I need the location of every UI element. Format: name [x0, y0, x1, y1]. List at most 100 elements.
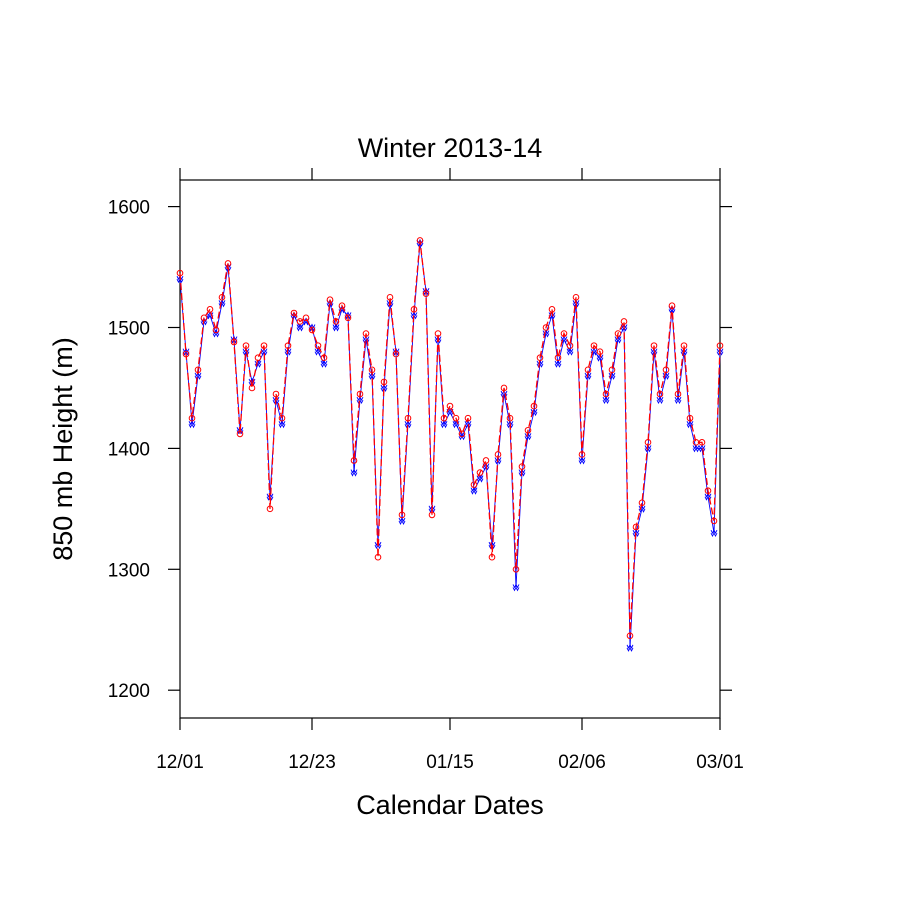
point-marker — [566, 347, 574, 356]
x-tick-label: 03/01 — [696, 752, 744, 773]
point-marker — [440, 420, 448, 429]
point-marker — [482, 457, 490, 464]
point-marker — [176, 269, 184, 277]
point-marker — [338, 302, 346, 310]
point-marker — [578, 451, 586, 458]
point-marker — [710, 517, 718, 525]
point-marker — [230, 338, 238, 346]
point-marker — [410, 306, 418, 313]
point-marker — [602, 396, 610, 405]
point-marker — [398, 516, 406, 525]
point-marker — [302, 314, 310, 322]
x-tick-label: 12/01 — [156, 752, 204, 773]
point-marker — [224, 260, 232, 267]
y-tick-label: 1200 — [108, 681, 150, 702]
point-marker — [590, 342, 598, 349]
y-tick-label: 1400 — [108, 439, 150, 460]
point-marker — [710, 529, 718, 538]
point-marker — [446, 402, 454, 410]
point-marker — [578, 456, 586, 465]
point-marker — [602, 390, 610, 398]
x-tick-label: 12/23 — [288, 752, 336, 773]
point-marker — [536, 354, 544, 362]
point-marker — [218, 293, 226, 301]
point-marker — [488, 541, 496, 550]
point-marker — [440, 414, 448, 422]
point-marker — [596, 348, 604, 355]
point-marker — [494, 451, 502, 458]
point-marker — [254, 354, 262, 362]
series-line — [179, 240, 721, 636]
point-marker — [704, 487, 712, 495]
point-marker — [500, 384, 508, 392]
point-marker — [632, 523, 640, 531]
point-marker — [374, 553, 382, 561]
point-marker — [656, 396, 664, 405]
point-marker — [278, 420, 286, 429]
point-marker — [650, 342, 658, 349]
point-marker — [554, 359, 562, 368]
point-marker — [716, 342, 724, 349]
point-marker — [626, 632, 634, 640]
point-marker — [188, 414, 196, 422]
point-marker — [584, 366, 592, 374]
point-marker — [464, 414, 472, 422]
point-marker — [644, 439, 652, 446]
point-marker — [470, 486, 478, 495]
point-marker — [626, 643, 634, 652]
plot-frame — [179, 179, 721, 719]
chart-title: Winter 2013-14 — [358, 133, 543, 163]
point-marker — [674, 396, 682, 405]
point-marker — [242, 342, 250, 349]
point-marker — [350, 468, 358, 477]
point-marker — [416, 237, 424, 244]
point-marker — [308, 326, 316, 334]
point-marker — [524, 426, 532, 434]
y-tick-label: 1500 — [108, 318, 150, 339]
point-marker — [266, 505, 274, 513]
point-marker — [548, 306, 556, 313]
point-marker — [284, 342, 292, 349]
point-marker — [404, 414, 412, 422]
point-marker — [542, 324, 550, 331]
point-marker — [212, 326, 220, 334]
point-marker — [554, 354, 562, 362]
point-marker — [344, 314, 352, 322]
point-marker — [680, 342, 688, 349]
point-marker — [512, 565, 520, 573]
point-marker — [656, 390, 664, 398]
point-marker — [518, 463, 526, 470]
point-marker — [314, 342, 322, 349]
point-marker — [434, 330, 442, 337]
point-marker — [398, 511, 406, 519]
point-marker — [620, 318, 628, 325]
point-marker — [326, 296, 334, 303]
point-marker — [458, 430, 466, 438]
point-marker — [290, 309, 298, 317]
point-marker — [272, 390, 280, 398]
y-tick-label: 1300 — [108, 560, 150, 581]
x-axis-label: Calendar Dates — [356, 790, 544, 820]
y-tick-label: 1600 — [108, 198, 150, 219]
y-axis-label: 850 mb Height (m) — [48, 337, 78, 561]
point-marker — [452, 414, 460, 422]
point-marker — [506, 414, 514, 422]
point-marker — [662, 366, 670, 374]
point-marker — [668, 302, 676, 310]
x-tick-label: 02/06 — [558, 752, 606, 773]
point-marker — [182, 350, 190, 358]
point-marker — [236, 430, 244, 438]
point-marker — [278, 414, 286, 422]
series-line — [179, 242, 721, 648]
point-marker — [428, 511, 436, 519]
point-marker — [248, 384, 256, 392]
point-marker — [392, 350, 400, 358]
point-marker — [422, 290, 430, 297]
point-marker — [560, 330, 568, 337]
point-marker — [356, 390, 364, 398]
point-marker — [332, 323, 340, 332]
point-marker — [614, 330, 622, 337]
point-marker — [530, 402, 538, 410]
point-marker — [206, 306, 214, 313]
